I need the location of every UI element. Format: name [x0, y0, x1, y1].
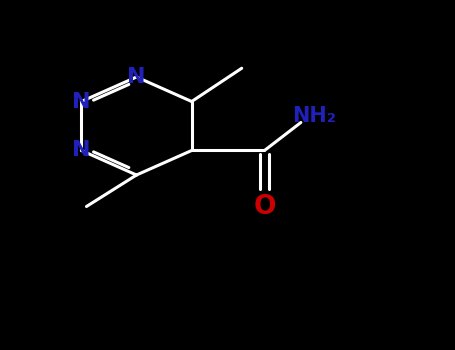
Text: N: N — [72, 91, 91, 112]
Text: N: N — [127, 67, 146, 87]
Text: N: N — [72, 140, 91, 161]
Text: NH₂: NH₂ — [293, 105, 336, 126]
Text: O: O — [253, 194, 276, 219]
